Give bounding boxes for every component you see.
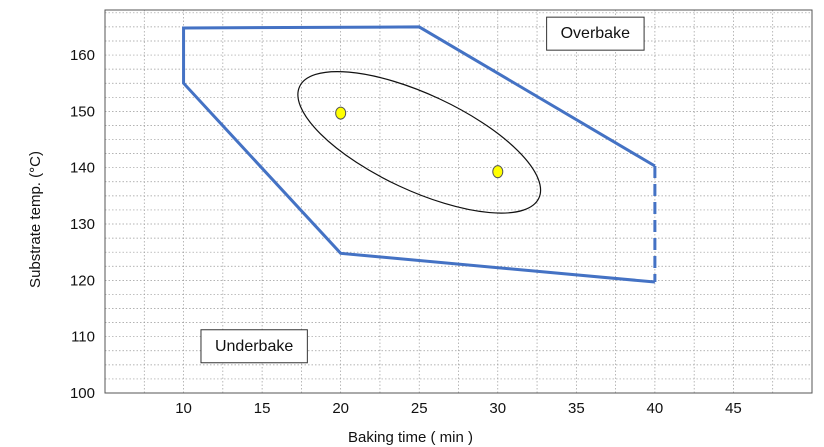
y-tick-label: 160	[70, 47, 95, 64]
y-tick-label: 120	[70, 272, 95, 289]
annotation-layer: Overbake Underbake	[200, 16, 645, 364]
x-tick-label: 45	[725, 400, 742, 417]
annotation-label: Overbake	[561, 25, 630, 42]
y-tick-label: 130	[70, 216, 95, 233]
y-tick-labels: 100 110 120 130 140 150 160	[70, 47, 95, 402]
y-tick-label: 100	[70, 385, 95, 402]
annotation-frame	[200, 329, 308, 364]
annotation-label: Underbake	[215, 338, 293, 355]
y-tick-label: 110	[71, 329, 95, 346]
y-tick-label: 150	[70, 103, 95, 120]
data-point	[335, 106, 347, 120]
annotation-box: Overbake	[546, 16, 645, 51]
x-tick-label: 25	[411, 400, 428, 417]
x-tick-label: 40	[647, 400, 664, 417]
y-axis-title: Substrate temp. (°C)	[27, 151, 44, 288]
annotation-box: Underbake	[200, 329, 308, 364]
x-axis-title: Baking time ( min )	[348, 429, 473, 446]
plot-frame	[104, 9, 813, 394]
x-tick-label: 35	[568, 400, 585, 417]
y-tick-label: 140	[70, 160, 95, 177]
x-tick-label: 20	[332, 400, 349, 417]
x-tick-label: 15	[254, 400, 271, 417]
process-window-boundary	[182, 25, 656, 284]
data-point	[492, 165, 504, 179]
x-tick-label: 10	[175, 400, 192, 417]
grid-layer	[105, 10, 812, 393]
data-layer	[182, 25, 657, 284]
x-tick-label: 30	[489, 400, 506, 417]
x-tick-labels: 10 15 20 25 30 35 40 45	[175, 400, 742, 417]
optimum-ellipse	[297, 71, 542, 214]
annotation-frame	[546, 16, 645, 51]
